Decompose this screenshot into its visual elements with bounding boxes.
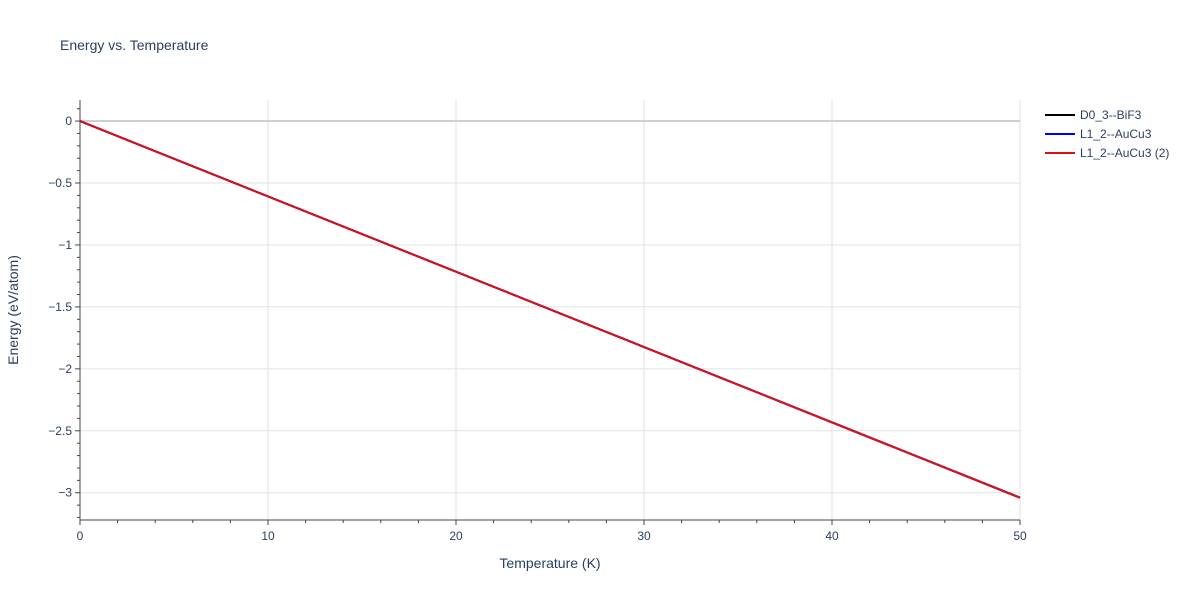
x-tick-label: 30 — [637, 529, 651, 543]
x-tick-label: 20 — [449, 529, 463, 543]
y-tick-label: −0.5 — [48, 176, 72, 190]
x-tick-label: 50 — [1013, 529, 1027, 543]
y-axis-ticks: 0 −0.5 −1 −1.5 −2 −2.5 −3 — [48, 108, 80, 519]
y-axis-title: Energy (eV/atom) — [5, 255, 21, 365]
legend-item[interactable]: L1_2--AuCu3 — [1045, 127, 1152, 141]
x-tick-label: 10 — [261, 529, 275, 543]
x-tick-label: 40 — [825, 529, 839, 543]
x-tick-label: 0 — [77, 529, 84, 543]
legend[interactable]: D0_3--BiF3 L1_2--AuCu3 L1_2--AuCu3 (2) — [1045, 108, 1169, 160]
legend-label: D0_3--BiF3 — [1080, 108, 1142, 122]
legend-label: L1_2--AuCu3 — [1080, 127, 1152, 141]
y-tick-label: −1 — [58, 238, 72, 252]
legend-item[interactable]: L1_2--AuCu3 (2) — [1045, 146, 1169, 160]
y-tick-label: −1.5 — [48, 300, 72, 314]
y-tick-label: −3 — [58, 486, 72, 500]
axes — [79, 100, 1020, 521]
series-lines — [79, 120, 1021, 499]
y-tick-label: −2.5 — [48, 424, 72, 438]
chart-title: Energy vs. Temperature — [60, 37, 209, 53]
series-line-3 — [79, 120, 1021, 499]
legend-label: L1_2--AuCu3 (2) — [1080, 146, 1169, 160]
y-tick-label: −2 — [58, 362, 72, 376]
x-axis-title: Temperature (K) — [499, 555, 600, 571]
legend-item[interactable]: D0_3--BiF3 — [1045, 108, 1142, 122]
y-tick-label: 0 — [65, 114, 72, 128]
x-axis-ticks: 0 10 20 30 40 50 — [77, 520, 1027, 543]
